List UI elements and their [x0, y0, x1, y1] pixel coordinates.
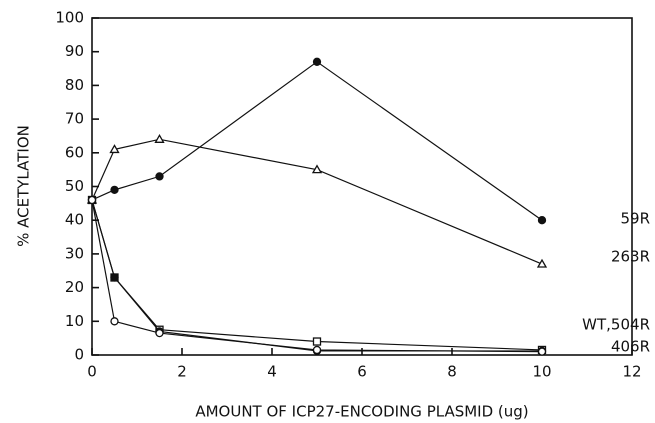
point — [109, 144, 120, 154]
series-label: 59R — [620, 210, 650, 228]
x-tick-label: 0 — [87, 363, 97, 381]
point — [155, 172, 164, 181]
x-tick-label: 10 — [532, 363, 551, 381]
y-tick-label: 60 — [65, 143, 84, 161]
x-tick-label: 4 — [267, 363, 277, 381]
point — [110, 317, 119, 326]
x-tick-label: 6 — [357, 363, 367, 381]
y-tick-label: 40 — [65, 211, 84, 229]
point — [87, 195, 97, 205]
point — [537, 347, 547, 356]
y-tick-label: 70 — [65, 110, 84, 128]
y-tick-label: 10 — [65, 312, 84, 330]
point — [537, 216, 547, 225]
y-tick-label: 30 — [65, 244, 84, 262]
point — [155, 328, 164, 338]
series-label: 406R — [611, 338, 650, 356]
point — [312, 345, 322, 355]
x-tick-label: 2 — [177, 363, 187, 381]
y-tick-label: 90 — [65, 42, 84, 60]
y-tick-label: 80 — [65, 76, 84, 94]
series-label: WT,504R — [582, 316, 650, 334]
x-axis-label: AMOUNT OF ICP27-ENCODING PLASMID (ug) — [195, 403, 528, 421]
series-label: 263R — [611, 248, 650, 266]
point — [154, 134, 165, 143]
point — [110, 185, 119, 195]
y-tick-label: 100 — [55, 9, 84, 27]
plot-frame — [91, 17, 633, 356]
point — [312, 57, 322, 66]
point — [536, 258, 548, 268]
y-tick-label: 20 — [65, 278, 84, 296]
x-tick-label: 12 — [622, 363, 641, 381]
y-tick-label: 0 — [74, 346, 84, 364]
y-tick-label: 50 — [65, 177, 84, 195]
series-line — [91, 138, 543, 265]
point — [311, 164, 323, 174]
point — [312, 337, 322, 346]
y-axis-label: % ACETYLATION — [15, 125, 33, 247]
x-tick-label: 8 — [447, 363, 457, 381]
point — [110, 273, 119, 282]
